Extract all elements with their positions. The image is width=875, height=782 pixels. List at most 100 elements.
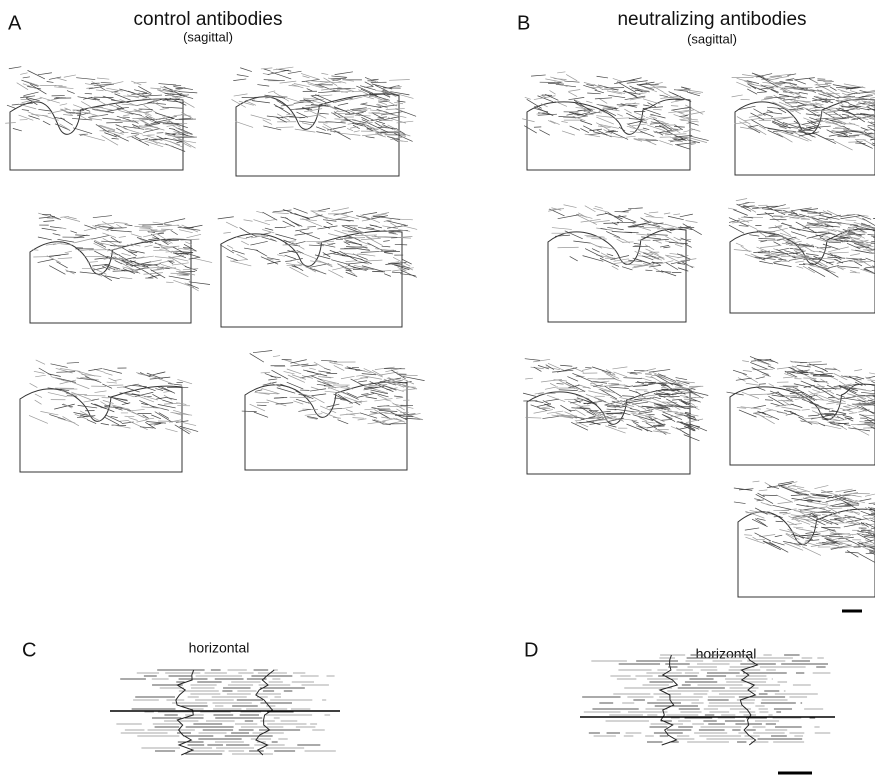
fiber [630, 373, 638, 374]
fiber [61, 118, 73, 125]
fiber [145, 129, 151, 130]
fiber [289, 85, 300, 86]
fiber [311, 211, 327, 219]
fiber [729, 225, 744, 233]
fiber [357, 232, 373, 239]
fiber [871, 236, 875, 237]
fiber [163, 391, 169, 392]
fiber [242, 411, 257, 412]
fiber [661, 419, 672, 420]
fiber [781, 223, 792, 226]
fiber [319, 113, 328, 114]
panel-letter: D [524, 639, 538, 661]
fiber [525, 378, 533, 379]
panel-title: control antibodies [134, 9, 283, 30]
fiber [813, 376, 834, 377]
fiber [870, 97, 875, 98]
fiber [776, 495, 793, 502]
fiber [287, 369, 301, 374]
fiber [319, 261, 332, 267]
fiber [38, 73, 52, 75]
fiber [379, 217, 400, 220]
fiber [155, 412, 173, 423]
fiber [617, 222, 635, 223]
fiber [131, 234, 142, 237]
fiber [849, 227, 857, 228]
fiber [771, 403, 781, 406]
fiber [765, 400, 773, 401]
fiber [43, 221, 54, 222]
fiber [522, 119, 534, 122]
fiber [55, 378, 75, 383]
fiber [580, 128, 588, 132]
fiber [762, 119, 774, 120]
fiber [631, 94, 637, 97]
fiber [779, 94, 799, 98]
fiber [561, 121, 567, 122]
fiber [72, 118, 92, 120]
fiber [73, 128, 92, 134]
fiber [856, 377, 865, 379]
fiber [624, 109, 631, 113]
fiber [346, 409, 353, 412]
fiber [758, 238, 775, 239]
fiber [608, 95, 625, 97]
fiber [305, 414, 323, 416]
fiber [335, 72, 353, 75]
fiber [549, 90, 555, 94]
fiber [570, 126, 580, 130]
fiber [241, 241, 249, 245]
fiber [327, 126, 346, 130]
fiber [674, 237, 681, 241]
fiber [142, 226, 151, 227]
fiber [797, 102, 806, 106]
fiber [649, 116, 657, 118]
fiber [323, 104, 331, 105]
fiber [789, 227, 799, 230]
fiber [797, 266, 804, 268]
fiber [766, 96, 773, 97]
fiber [630, 408, 640, 410]
fiber [38, 259, 54, 262]
fiber [254, 412, 268, 417]
fiber [81, 101, 90, 106]
fiber [871, 520, 875, 523]
fiber [632, 402, 648, 404]
fiber [144, 245, 152, 247]
fiber [91, 235, 109, 239]
fiber [645, 245, 654, 250]
fiber [265, 228, 273, 230]
fiber [613, 78, 623, 81]
fiber [742, 361, 749, 362]
fiber [20, 73, 27, 75]
fiber [257, 405, 266, 406]
fiber [733, 210, 747, 216]
fiber [305, 109, 312, 110]
fiber [596, 117, 614, 124]
fiber [869, 503, 875, 504]
fiber [342, 256, 351, 257]
fiber [607, 227, 623, 229]
fiber [114, 134, 129, 141]
fiber [624, 91, 638, 98]
fiber [799, 92, 808, 94]
fiber [91, 403, 106, 408]
fiber [622, 210, 632, 212]
fiber [531, 367, 544, 369]
fiber [821, 388, 841, 389]
fiber [643, 107, 663, 109]
fiber [587, 114, 594, 115]
fiber [781, 487, 800, 494]
fiber [827, 252, 848, 253]
fiber [856, 141, 872, 149]
fiber [22, 110, 29, 111]
fiber [550, 383, 556, 386]
fiber [139, 385, 156, 391]
fiber [355, 235, 377, 236]
fiber [752, 207, 767, 208]
fiber [678, 268, 688, 271]
fiber [227, 245, 233, 248]
fiber [186, 234, 201, 237]
fiber [685, 220, 697, 222]
